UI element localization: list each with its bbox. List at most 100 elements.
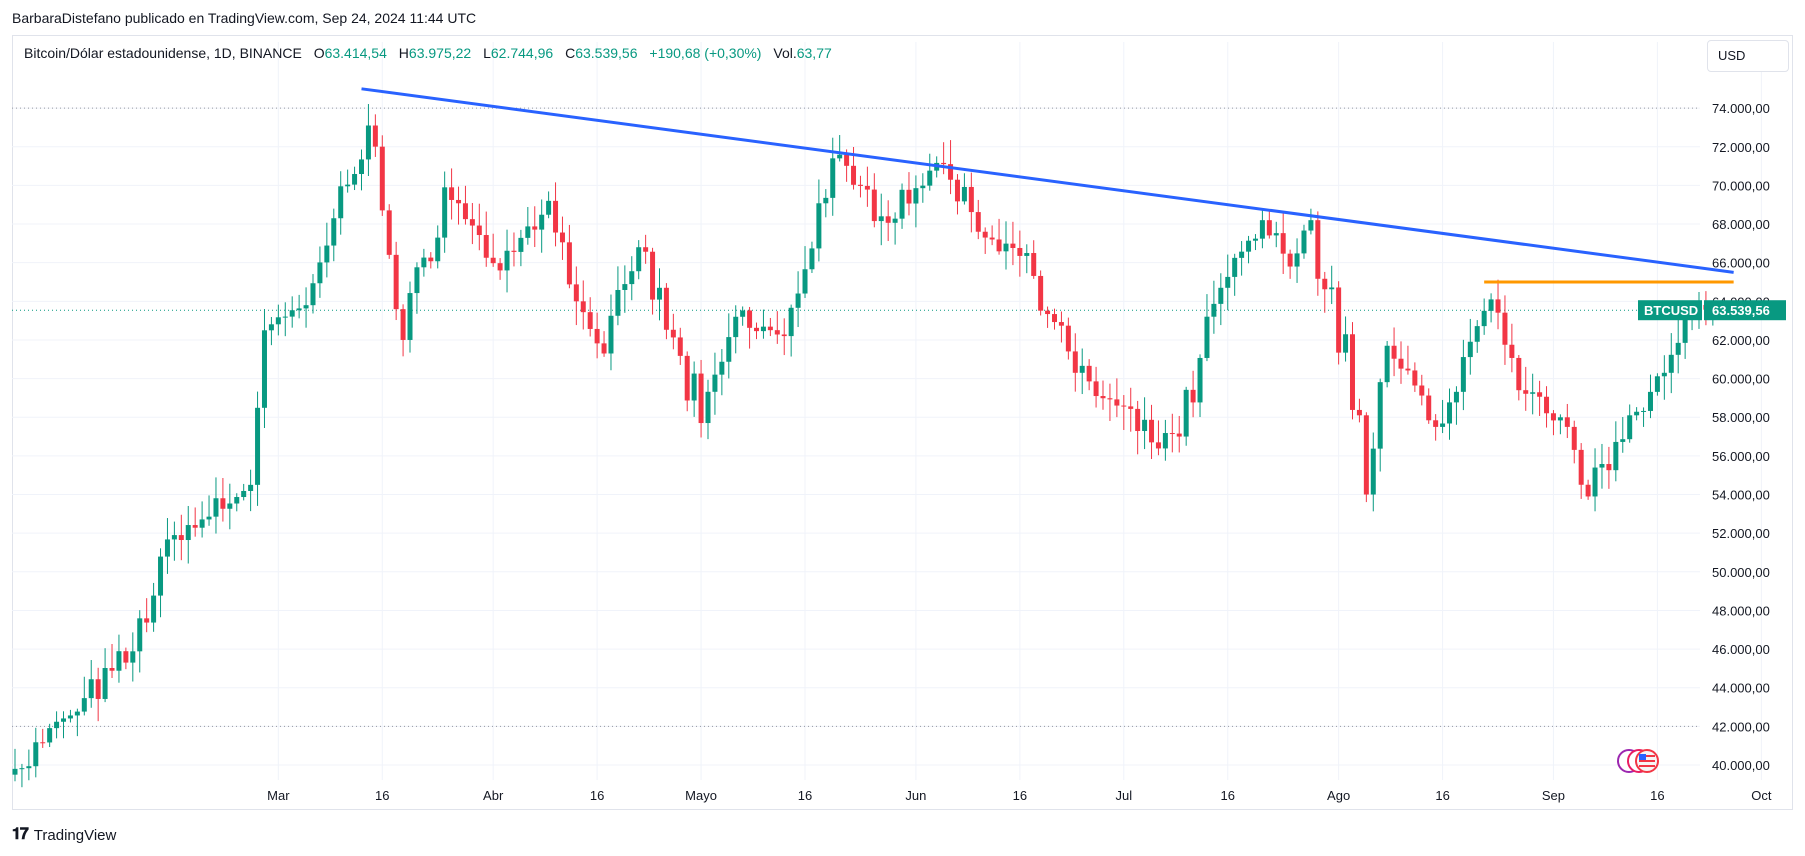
candle	[185, 505, 191, 564]
open-label: O	[313, 45, 325, 61]
symbol-description: Bitcoin/Dólar estadounidense, 1D, BINANC…	[24, 45, 302, 61]
high-label: H	[398, 45, 409, 61]
candle	[95, 667, 101, 722]
candle	[941, 142, 947, 175]
candle	[192, 507, 198, 537]
volume-value: 63,77	[796, 45, 832, 61]
candle	[1232, 253, 1238, 296]
close-value: 63.539,56	[575, 45, 638, 61]
candle	[1031, 240, 1037, 279]
candle	[1072, 333, 1078, 392]
candle	[1509, 323, 1515, 373]
y-tick-label: 68.000,00	[1712, 217, 1770, 232]
candle	[414, 262, 420, 314]
candle	[615, 266, 621, 326]
footer-brand[interactable]: 𝟏𝟕 TradingView	[12, 826, 116, 844]
x-tick-label: Mayo	[685, 788, 717, 803]
candle	[116, 634, 122, 683]
candle	[830, 137, 836, 216]
currency-button[interactable]: USD	[1707, 40, 1789, 72]
candle	[781, 318, 787, 356]
candle	[1246, 235, 1252, 264]
candle	[1391, 327, 1397, 377]
candle	[469, 202, 475, 245]
candle	[151, 582, 157, 632]
change-value: +190,68 (+0,30%)	[649, 45, 762, 61]
low-value: 62.744,96	[490, 45, 554, 61]
candle	[338, 171, 344, 235]
candle	[608, 294, 614, 371]
candle	[1426, 388, 1432, 424]
candle	[740, 306, 746, 326]
candle	[698, 359, 704, 438]
candle	[393, 241, 399, 321]
candle	[885, 200, 891, 242]
trendline[interactable]	[361, 87, 1734, 274]
candle	[1564, 403, 1570, 439]
candle	[1349, 322, 1355, 420]
candle	[428, 252, 434, 269]
candle	[878, 193, 884, 246]
candle	[359, 149, 364, 191]
candle	[1550, 410, 1556, 436]
candle	[754, 322, 760, 340]
candle	[1280, 213, 1286, 274]
candle	[102, 648, 108, 703]
candle	[1412, 362, 1418, 392]
candle	[365, 104, 371, 177]
candle	[1322, 271, 1328, 313]
candle	[74, 708, 80, 737]
y-tick-label: 60.000,00	[1712, 372, 1770, 387]
candle	[1405, 345, 1411, 375]
candle	[1488, 293, 1494, 323]
candle	[206, 495, 212, 526]
candle	[88, 660, 94, 708]
candle	[864, 166, 870, 207]
price-tag-label: 63.539,56	[1712, 303, 1770, 318]
candle	[54, 711, 60, 739]
candle	[476, 203, 482, 251]
candle	[1259, 209, 1265, 249]
candle	[1336, 281, 1342, 365]
candle	[809, 241, 815, 273]
candle	[26, 749, 32, 781]
candle	[1606, 446, 1612, 489]
candle	[684, 351, 690, 412]
candle	[1433, 414, 1439, 441]
candle	[1481, 298, 1487, 335]
candle	[1377, 378, 1383, 472]
candle	[61, 711, 67, 739]
candle	[248, 469, 254, 512]
candle	[1516, 354, 1522, 401]
symbol-legend: Bitcoin/Dólar estadounidense, 1D, BINANC…	[24, 45, 832, 61]
candle	[1641, 407, 1647, 427]
x-tick-label: 16	[590, 788, 604, 803]
candle	[1571, 420, 1577, 464]
candle	[1592, 448, 1598, 512]
candle	[1086, 359, 1092, 391]
y-tick-label: 48.000,00	[1712, 603, 1770, 618]
x-tick-label: Sep	[1542, 788, 1565, 803]
candle	[760, 309, 766, 339]
candle	[1627, 404, 1633, 443]
x-tick-label: Jul	[1115, 788, 1132, 803]
candle	[601, 331, 607, 357]
candle	[1530, 373, 1536, 415]
candle	[823, 189, 829, 218]
y-tick-label: 66.000,00	[1712, 256, 1770, 271]
candle	[954, 174, 960, 215]
candle	[1384, 341, 1390, 388]
candle	[719, 349, 725, 396]
footer-brand-label: TradingView	[33, 826, 117, 844]
candle	[587, 297, 593, 337]
candle	[144, 598, 150, 633]
candle	[1544, 386, 1550, 428]
y-tick-label: 56.000,00	[1712, 449, 1770, 464]
candle	[774, 311, 780, 344]
candle	[352, 166, 358, 191]
candle	[1149, 404, 1155, 460]
candle	[1183, 386, 1189, 446]
candle	[483, 211, 489, 267]
candle	[573, 266, 579, 326]
